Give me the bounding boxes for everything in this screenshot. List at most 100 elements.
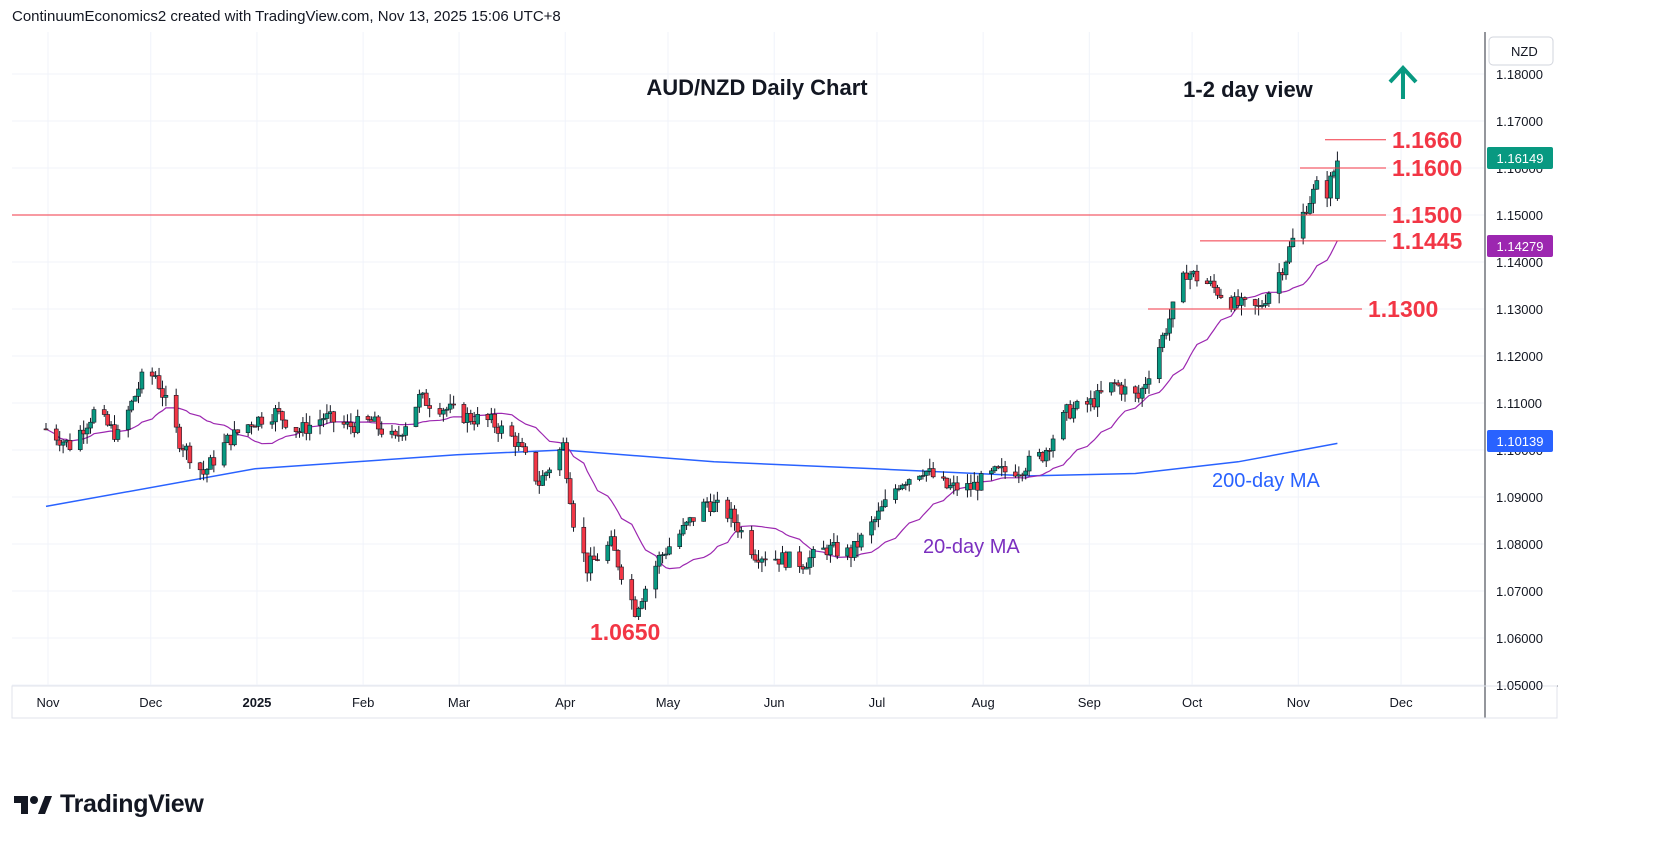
candle: [811, 546, 816, 567]
candle: [900, 483, 905, 491]
candle: [475, 407, 480, 427]
candle: [221, 433, 227, 468]
candle: [1163, 328, 1169, 340]
candle: [1307, 196, 1313, 215]
candle: [160, 380, 165, 407]
view-label: 1-2 day view: [1183, 77, 1314, 102]
candle: [324, 404, 330, 425]
candle: [523, 443, 528, 455]
candle: [920, 469, 926, 480]
y-tick-label: 1.09000: [1496, 490, 1543, 505]
candle: [451, 395, 456, 409]
candle: [115, 424, 121, 442]
candle: [365, 414, 371, 422]
time-axis-box: [11, 685, 1558, 719]
candle: [1095, 383, 1100, 417]
last-price-value: 1.16149: [1497, 151, 1544, 166]
candle: [629, 574, 635, 610]
candle: [948, 478, 953, 490]
last-price-tag: 1.16149: [1487, 147, 1553, 169]
candle: [245, 424, 251, 437]
candle: [276, 401, 282, 415]
candle: [701, 498, 706, 522]
ma20-line: [45, 240, 1338, 570]
candle: [136, 381, 141, 404]
candle: [547, 467, 552, 479]
ma20-label: 20-day MA: [923, 536, 1020, 558]
tradingview-logo[interactable]: TradingView: [14, 790, 204, 819]
x-tick-label: Sep: [1078, 695, 1101, 710]
y-tick-label: 1.13000: [1496, 302, 1543, 317]
low-label: 1.0650: [590, 619, 660, 645]
candle: [680, 518, 686, 537]
candle: [852, 540, 857, 561]
candle: [869, 516, 874, 544]
candle: [571, 500, 576, 532]
candle: [447, 394, 453, 414]
candle: [1215, 284, 1220, 300]
candle: [355, 409, 361, 435]
x-tick-label: Jul: [869, 695, 886, 710]
y-tick-label: 1.07000: [1496, 584, 1543, 599]
candle: [906, 478, 912, 492]
x-tick-label: Jun: [764, 695, 785, 710]
candle: [732, 505, 737, 531]
candle: [1026, 450, 1032, 477]
candle: [132, 395, 138, 402]
y-tick-label: 1.12000: [1496, 349, 1543, 364]
candle: [896, 484, 902, 492]
candle: [917, 475, 922, 482]
candle: [557, 447, 563, 476]
candle: [1194, 264, 1200, 287]
candle: [235, 429, 241, 436]
time-axis-ticks: Nov Dec 2025 Feb Mar Apr May Jun Jul Aug Sep Oct Nov…: [36, 695, 1413, 710]
y-tick-label: 1.06000: [1496, 631, 1543, 646]
candle: [163, 385, 169, 407]
candle: [1242, 296, 1248, 307]
y-tick-label: 1.11000: [1496, 396, 1542, 411]
candle: [797, 546, 802, 573]
candle: [139, 368, 145, 394]
y-tick-label: 1.15000: [1496, 208, 1543, 223]
x-tick-label: Dec: [1389, 695, 1413, 710]
candle: [540, 470, 545, 486]
candle: [1283, 260, 1289, 280]
candle: [125, 405, 131, 438]
candle: [667, 537, 672, 556]
candle: [1218, 288, 1224, 300]
currency-label: NZD: [1511, 44, 1538, 59]
candle: [581, 517, 587, 562]
level-label: 1.1660: [1392, 127, 1462, 153]
candle: [978, 470, 984, 491]
chart-attribution: ContinuumEconomics2 created with Trading…: [12, 8, 561, 25]
candle: [1276, 263, 1282, 304]
candle: [293, 427, 299, 438]
candle: [739, 526, 744, 539]
candle: [173, 388, 179, 433]
candle: [1311, 184, 1316, 214]
x-tick-label: Apr: [555, 695, 576, 710]
candle: [1170, 301, 1176, 328]
candle: [269, 414, 275, 429]
candle: [1328, 172, 1333, 207]
candle: [858, 532, 864, 551]
candle: [944, 477, 950, 490]
candle: [375, 415, 381, 436]
candle: [989, 467, 994, 481]
candle: [763, 551, 768, 567]
candle: [954, 476, 960, 496]
currency-badge[interactable]: NZD: [1488, 36, 1554, 66]
level-label: 1.1500: [1392, 202, 1462, 228]
candle: [1023, 467, 1028, 480]
candle: [1239, 292, 1244, 316]
candle: [807, 550, 813, 575]
chart-title: AUD/NZD Daily Chart: [646, 75, 868, 100]
candle: [101, 404, 107, 417]
candle: [639, 598, 645, 610]
candle: [804, 562, 809, 570]
candle: [444, 406, 450, 417]
tradingview-wordmark: TradingView: [60, 790, 204, 818]
x-tick-label: Nov: [1287, 695, 1311, 710]
